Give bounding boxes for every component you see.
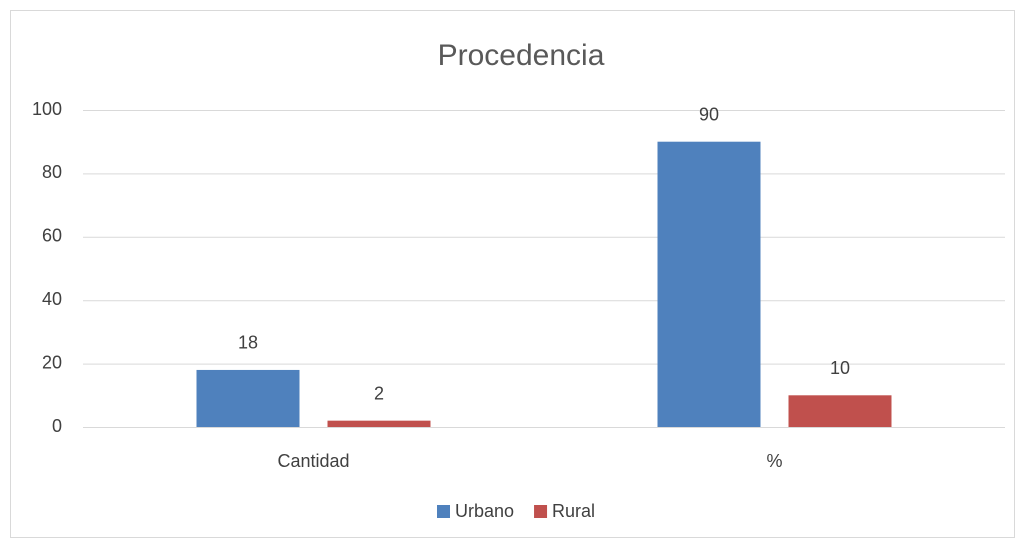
bar (196, 369, 300, 427)
data-label: 10 (830, 358, 850, 378)
y-tick-label: 40 (42, 289, 62, 309)
bar (327, 420, 431, 427)
data-label: 90 (699, 104, 719, 124)
y-tick-label: 20 (42, 352, 62, 372)
y-tick-label: 80 (42, 162, 62, 182)
data-label: 2 (374, 383, 384, 403)
bar (657, 141, 761, 427)
y-tick-label: 0 (52, 416, 62, 436)
legend-swatch (437, 505, 450, 518)
x-tick-label: Cantidad (277, 451, 349, 471)
data-label: 18 (238, 333, 258, 353)
bar (788, 395, 892, 427)
legend-label: Urbano (455, 501, 514, 521)
chart-border (10, 10, 1015, 538)
y-tick-label: 60 (42, 226, 62, 246)
x-tick-label: % (766, 451, 782, 471)
legend-label: Rural (552, 501, 595, 521)
chart-title: Procedencia (438, 39, 605, 72)
legend-swatch (534, 505, 548, 518)
y-tick-label: 100 (32, 99, 62, 119)
